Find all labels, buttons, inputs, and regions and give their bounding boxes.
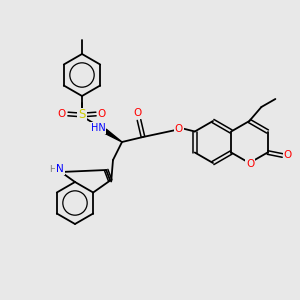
Polygon shape xyxy=(104,129,122,142)
Text: O: O xyxy=(175,124,183,134)
Text: S: S xyxy=(78,109,86,122)
Text: HN: HN xyxy=(91,123,105,133)
Text: O: O xyxy=(98,109,106,119)
Text: O: O xyxy=(284,151,292,160)
Text: H: H xyxy=(50,164,56,173)
Text: O: O xyxy=(246,159,254,169)
Text: N: N xyxy=(56,164,64,174)
Text: O: O xyxy=(58,109,66,119)
Text: O: O xyxy=(134,108,142,118)
